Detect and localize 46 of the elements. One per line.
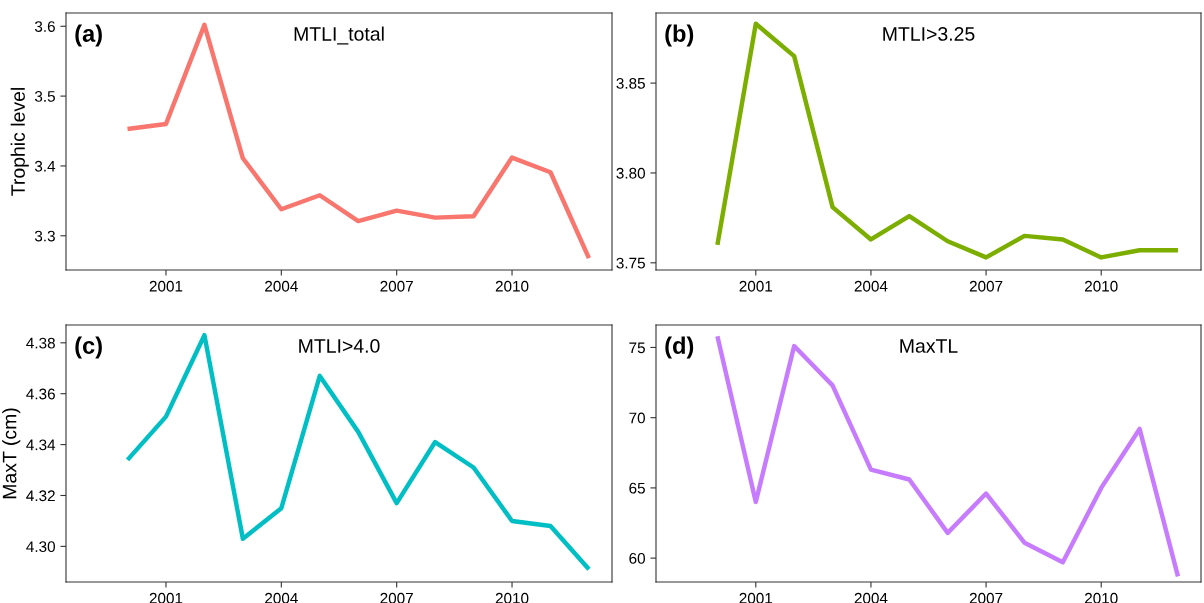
line-series <box>125 332 592 572</box>
y-tick-label: 4.30 <box>26 541 55 553</box>
x-tick-label: 2007 <box>380 592 413 603</box>
annotation: (b) <box>665 24 694 47</box>
x-tick-label: 2001 <box>149 592 183 603</box>
text: MaxTL <box>900 339 958 353</box>
y-tick-label: 3.75 <box>616 257 645 269</box>
line-series <box>125 22 592 261</box>
y-tick-label: 3.3 <box>34 230 55 242</box>
y-tick-label: 3.85 <box>616 77 645 89</box>
y-tick-label: 75 <box>629 342 645 354</box>
x-tick-label: 2010 <box>1084 592 1118 603</box>
x-tick-label: 2001 <box>739 280 773 292</box>
x-tick-label: 2007 <box>969 280 1003 292</box>
y-tick-label: 3.6 <box>34 21 55 32</box>
line-series <box>715 334 1181 579</box>
text: MTLI>3.25 <box>883 27 975 41</box>
y-tick-label: 3.4 <box>34 160 56 172</box>
y-tick-label: 3.80 <box>616 167 645 179</box>
x-tick-label: 2010 <box>495 592 529 603</box>
x-tick-label: 2004 <box>854 280 888 292</box>
x-tick-label: 2004 <box>265 280 298 292</box>
annotation: (d) <box>665 336 694 359</box>
x-tick-label: 2007 <box>380 280 413 292</box>
x-tick-label: 2007 <box>969 592 1003 603</box>
y-tick-label: 4.34 <box>26 439 56 451</box>
y-tick-label: 60 <box>629 552 645 564</box>
x-tick-label: 2010 <box>1084 280 1118 292</box>
y-tick-label: 4.36 <box>26 388 55 400</box>
y-tick-label: 70 <box>629 412 645 424</box>
line-series <box>715 21 1181 260</box>
text: MTLI_total <box>294 26 384 45</box>
y-tick-label: 4.32 <box>26 490 55 502</box>
annotation: (a) <box>75 24 102 47</box>
y-axis-title: Trophic level <box>10 88 29 196</box>
x-tick-label: 2010 <box>495 280 529 292</box>
x-tick-label: 2001 <box>739 592 773 603</box>
text: MTLI>4.0 <box>299 339 380 353</box>
y-tick-label: 3.5 <box>34 90 55 102</box>
y-tick-label: 65 <box>629 482 645 494</box>
x-tick-label: 2001 <box>149 280 183 292</box>
y-tick-label: 4.38 <box>26 337 55 349</box>
y-axis-title: MaxT (cm) <box>2 408 21 499</box>
annotation: (c) <box>75 336 102 359</box>
x-tick-label: 2004 <box>854 592 888 603</box>
x-tick-label: 2004 <box>265 592 298 603</box>
